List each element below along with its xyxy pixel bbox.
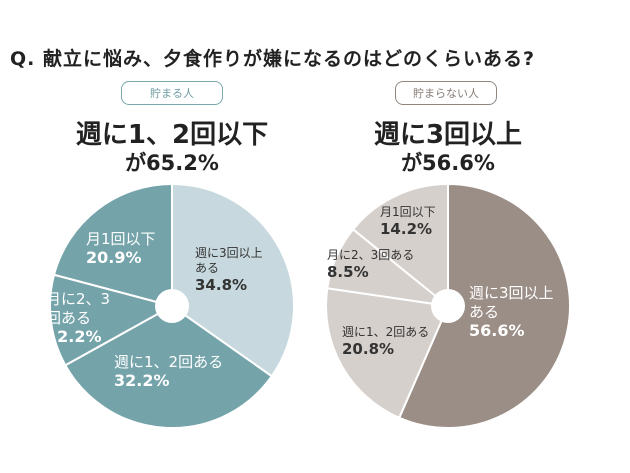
slice-label-text: 月1回以下	[86, 230, 156, 248]
subheadline-savers: が65.2%	[125, 151, 219, 175]
slice-label: 月1回以下 14.2%	[380, 205, 436, 238]
pie-center-hole	[431, 289, 465, 323]
slice-value: 56.6%	[469, 321, 525, 340]
slice-value: 14.2%	[380, 220, 433, 238]
slice-label-text: 月に2、3回ある	[46, 290, 111, 327]
value: 56.6	[469, 321, 509, 340]
pie-slice	[325, 287, 450, 420]
slice-label: 月に2、3回ある 8.5%	[327, 248, 414, 281]
slice-label-text: 週に3回以上ある	[469, 284, 554, 321]
value: 20.9	[86, 248, 126, 267]
pie-slice	[63, 304, 274, 429]
slice-value: 20.9%	[86, 248, 142, 267]
slice-label-text: 週に3回以上ある	[195, 246, 263, 275]
slice-value: 8.5%	[327, 263, 369, 281]
group-badge-savers: 貯まる人	[121, 81, 223, 105]
headline-nonsavers: 週に3回以上	[373, 120, 523, 150]
slice-label: 週に3回以上ある 34.8%	[195, 246, 273, 294]
headline-savers: 週に1、2回以下	[75, 120, 269, 150]
slice-value: 34.8%	[195, 276, 248, 294]
value: 8.5	[327, 263, 354, 281]
pie-slice	[351, 182, 449, 309]
slice-label-text: 週に1、2回ある	[114, 353, 224, 371]
pie-slice	[397, 182, 571, 429]
slice-label: 月に2、3回ある 12.2%	[46, 290, 122, 347]
slice-label-text: 月に2、3回ある	[327, 248, 415, 262]
subheadline-nonsavers: が56.6%	[401, 151, 495, 175]
slice-label-text: 週に1、2回ある	[342, 325, 430, 339]
slice-label: 週に1、2回ある 20.8%	[342, 325, 429, 358]
pie-center-hole	[155, 289, 189, 323]
value: 34.8	[195, 276, 233, 294]
value: 32.2	[114, 371, 154, 390]
value: 14.2	[380, 220, 418, 238]
slice-value: 32.2%	[114, 371, 170, 390]
slice-value: 12.2%	[46, 327, 102, 346]
value: 12.2	[46, 327, 86, 346]
question-title: Q. 献立に悩み、夕食作りが嫌になるのはどのくらいある?	[10, 48, 536, 70]
group-badge-nonsavers: 貯まらない人	[395, 81, 497, 105]
slice-label-text: 月1回以下	[380, 205, 436, 219]
slice-label: 週に3回以上ある 56.6%	[469, 284, 561, 341]
pie-slice	[52, 182, 173, 308]
slice-value: 20.8%	[342, 340, 395, 358]
slice-label: 月1回以下 20.9%	[86, 230, 156, 268]
value: 20.8	[342, 340, 380, 358]
pie-slice	[49, 273, 175, 367]
pie-slice	[171, 182, 295, 378]
slice-label: 週に1、2回ある 32.2%	[114, 353, 223, 391]
